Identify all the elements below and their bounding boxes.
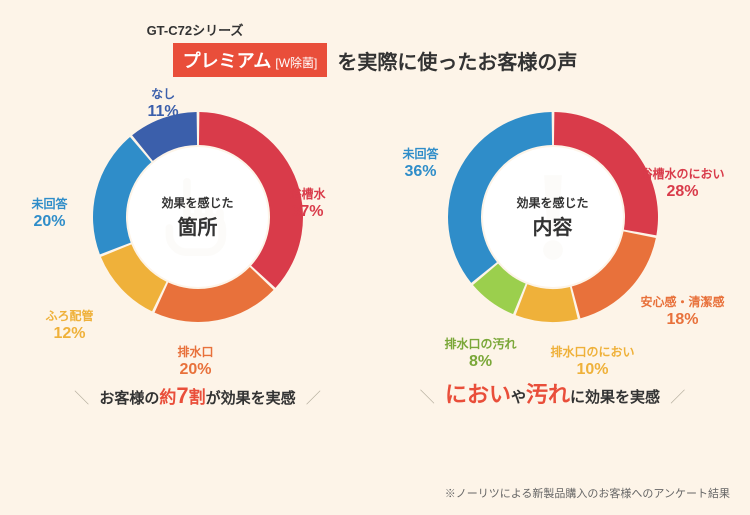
slice-label-pct: 8% (445, 352, 517, 372)
slice-label-text: なし (151, 87, 175, 101)
slice-label: 浴槽水のにおい28% (641, 167, 725, 202)
slice-label-pct: 36% (403, 162, 439, 182)
slice-label-text: 排水口の汚れ (445, 337, 517, 351)
donut-wrap-1: 効果を感じた 箇所 (88, 107, 308, 327)
slice-label-pct: 37% (290, 202, 326, 222)
slice-label: 排水口20% (178, 345, 214, 380)
slice-label: ふろ配管12% (46, 309, 94, 344)
slice-label-text: 排水口のにおい (551, 345, 635, 359)
slice-label-pct: 28% (641, 182, 725, 202)
caption-2-post: に効果を実感 (570, 389, 660, 406)
caption-1: ＼ お客様の約7割が効果を実感 ／ (28, 383, 368, 409)
caption-1-big: 7 (176, 383, 188, 408)
caption-1-hl-pre: 約 (159, 388, 176, 407)
caption-2: ＼ においや汚れに効果を実感 ／ (383, 377, 723, 409)
slice-label-pct: 20% (178, 360, 214, 380)
slice-label: 排水口の汚れ8% (445, 337, 517, 372)
slice-label-pct: 12% (46, 324, 94, 344)
slice-label-text: 未回答 (403, 147, 439, 161)
series-label: GT-C72シリーズ (0, 20, 750, 39)
caption-1-pre: お客様の (99, 390, 159, 407)
slice-label: 排水口のにおい10% (551, 345, 635, 380)
footnote: ※ノーリツによる新製品購入のお客様へのアンケート結果 (445, 485, 730, 501)
title-line: プレミアム [W除菌] を実際に使ったお客様の声 (173, 43, 578, 77)
caption-1-hl-post: 割 (189, 388, 206, 407)
slice-label-pct: 18% (641, 310, 725, 330)
slice-label-text: ふろ配管 (46, 309, 94, 323)
slice-label-text: 安心感・清潔感 (641, 295, 725, 309)
caption-2-big2: 汚れ (526, 382, 570, 407)
charts-row: 効果を感じた 箇所 浴槽水37%排水口20%ふろ配管12%未回答20%なし11%… (0, 87, 750, 417)
chart-contents: 効果を感じた 内容 浴槽水のにおい28%安心感・清潔感18%排水口のにおい10%… (383, 97, 723, 417)
slice-label-text: 浴槽水のにおい (641, 167, 725, 181)
caption-1-post: が効果を実感 (206, 390, 296, 407)
slash-left-icon: ＼ (74, 387, 89, 408)
slice-label: 浴槽水37% (290, 187, 326, 222)
slice-label: 安心感・清潔感18% (641, 295, 725, 330)
premium-badge: プレミアム [W除菌] (173, 43, 328, 77)
chart-places: 効果を感じた 箇所 浴槽水37%排水口20%ふろ配管12%未回答20%なし11%… (28, 97, 368, 417)
slash-right-icon: ／ (670, 386, 685, 407)
slice-label-pct: 11% (148, 102, 179, 122)
header: GT-C72シリーズ プレミアム [W除菌] を実際に使ったお客様の声 (0, 0, 750, 87)
slice-label: なし11% (148, 87, 179, 122)
caption-2-mid: や (511, 389, 526, 406)
donut-center-2: 効果を感じた 内容 (483, 194, 623, 240)
slice-label-text: 浴槽水 (290, 187, 326, 201)
donut-slice (515, 284, 577, 322)
slice-label-text: 排水口 (178, 345, 214, 359)
title-text: を実際に使ったお客様の声 (337, 46, 577, 75)
donut-wrap-2: 効果を感じた 内容 (443, 107, 663, 327)
slash-right-icon: ／ (306, 387, 321, 408)
center-main-2: 内容 (483, 211, 623, 240)
slice-label: 未回答20% (32, 197, 68, 232)
slash-left-icon: ＼ (420, 386, 435, 407)
donut-center-1: 効果を感じた 箇所 (128, 194, 268, 240)
badge-sub: [W除菌] (275, 54, 317, 71)
caption-2-big1: におい (445, 382, 511, 407)
slice-label-pct: 20% (32, 212, 68, 232)
slice-label: 未回答36% (403, 147, 439, 182)
center-main-1: 箇所 (128, 211, 268, 240)
center-sub-2: 効果を感じた (483, 194, 623, 211)
center-sub-1: 効果を感じた (128, 194, 268, 211)
badge-main: プレミアム (183, 47, 272, 73)
slice-label-text: 未回答 (32, 197, 68, 211)
